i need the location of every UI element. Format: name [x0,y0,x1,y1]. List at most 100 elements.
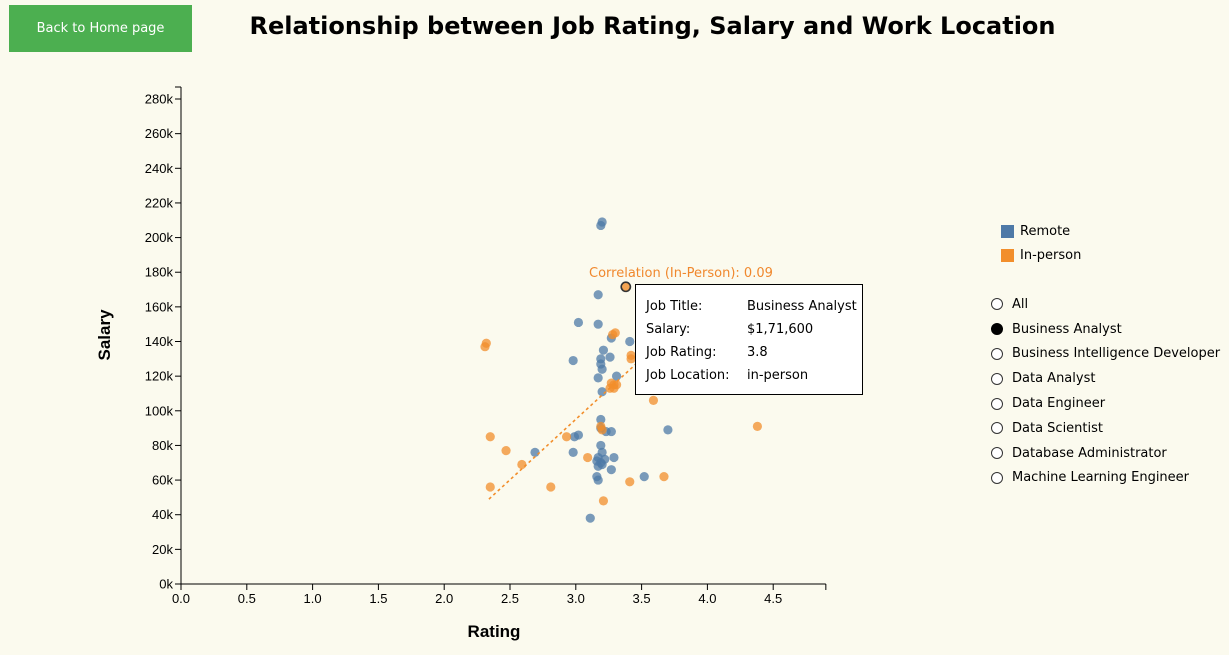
legend-item-in-person: In-person [1001,243,1081,267]
filter-option-all[interactable]: All [991,292,1220,317]
legend-label-in-person: In-person [1020,247,1082,263]
point-in-person [752,421,763,431]
x-tick-label: 2.5 [501,591,519,606]
legend-swatch-in-person [1001,248,1014,262]
radio-machine-learning-engineer[interactable] [991,471,1003,484]
y-tick-label: 0k [159,577,173,592]
point-in-person [608,329,618,340]
radio-data-analyst[interactable] [991,372,1003,385]
y-tick-label: 80k [152,438,173,453]
point-in-person [485,432,495,442]
radio-data-scientist[interactable] [991,422,1003,435]
filter-option-data-analyst[interactable]: Data Analyst [991,366,1220,391]
x-tick-label: 0.5 [238,591,256,606]
point-remote [605,352,615,362]
point-in-person [597,425,607,435]
tooltip-key: Job Title: [646,299,703,314]
point-remote [663,425,673,435]
y-tick-label: 200k [145,230,174,245]
point-in-person [659,472,669,482]
radio-business-intelligence-developer[interactable] [991,347,1003,360]
filter-option-business-analyst[interactable]: Business Analyst [991,317,1220,342]
y-tick-label: 260k [145,126,174,141]
point-remote [611,371,622,381]
y-tick-label: 180k [145,265,174,280]
x-tick-label: 4.5 [764,591,782,606]
tooltip-key: Job Rating: [646,345,717,360]
tooltip-key: Job Location: [646,368,730,383]
y-axis: 0k 20k 40k 60k 80k 100k 120k 140k 160k 180k 200k 22… [145,86,182,592]
radio-database-administrator[interactable] [991,447,1003,460]
y-tick-label: 100k [145,403,174,418]
point-remote [568,447,578,457]
y-tick-label: 60k [152,473,173,488]
x-tick-label: 3.0 [567,591,585,606]
point-in-person [480,342,490,352]
tooltip-value: $1,71,600 [747,322,814,337]
back-to-home-button[interactable]: Back to Home page [9,5,192,52]
tooltip-value: in-person [747,368,809,383]
point-remote [639,472,649,482]
filter-label: Data Analyst [1012,371,1096,387]
y-tick-label: 40k [152,507,173,522]
point-in-person [625,477,635,487]
filter-option-data-scientist[interactable]: Data Scientist [991,416,1220,441]
tooltip-key: Salary: [646,322,691,337]
y-tick-label: 280k [145,92,174,107]
legend-label-remote: Remote [1020,223,1071,239]
x-tick-label: 4.0 [698,591,716,606]
point-in-person [561,432,572,442]
point-in-person [517,459,527,470]
tooltip-value: 3.8 [747,345,768,360]
x-tick-label: 0.0 [172,591,190,606]
tooltip-row: Job Location: in-person [646,364,862,387]
x-tick-label: 2.0 [435,591,453,606]
filter-option-data-engineer[interactable]: Data Engineer [991,391,1220,416]
filter-label: All [1012,296,1029,312]
radio-data-engineer[interactable] [991,397,1003,410]
x-axis: 0.0 0.5 1.0 1.5 2.0 2.5 3.0 3.5 4.0 4.5 [172,583,827,606]
filter-label: Machine Learning Engineer [1012,470,1190,486]
y-tick-label: 20k [152,542,173,557]
point-remote [596,220,606,231]
point-remote [593,373,603,383]
point-remote [609,452,619,463]
point-remote [593,461,603,471]
tooltip-row: Salary: $1,71,600 [646,318,862,341]
filter-label: Business Analyst [1012,321,1122,337]
x-tick-label: 1.0 [304,591,322,606]
tooltip-row: Job Title: Business Analyst [646,295,862,318]
filter-option-database-administrator[interactable]: Database Administrator [991,441,1220,466]
point-tooltip: Job Title: Business Analyst Salary: $1,71,6… [635,284,863,395]
point-remote [585,513,595,523]
trendline-in-person [488,358,643,500]
filter-label: Database Administrator [1012,445,1167,461]
point-remote [593,319,603,329]
point-remote [568,355,578,366]
data-points [480,217,763,523]
filter-option-machine-learning-engineer[interactable]: Machine Learning Engineer [991,466,1220,491]
trendline-group [488,358,643,500]
point-in-person [598,496,609,506]
tooltip-row: Job Rating: 3.8 [646,341,862,364]
point-remote [598,345,609,355]
point-remote [596,440,606,451]
point-remote [606,426,616,437]
point-remote [573,317,584,328]
point-in-person [485,482,495,492]
y-tick-label: 160k [145,299,174,314]
radio-all[interactable] [991,298,1003,311]
point-remote [596,414,606,425]
radio-business-analyst[interactable] [991,323,1003,336]
x-tick-label: 3.5 [633,591,651,606]
x-axis-title: Rating [468,622,521,641]
filter-label: Data Scientist [1012,420,1103,436]
y-tick-label: 120k [145,369,174,384]
point-remote [569,432,580,442]
filter-option-business-intelligence-developer[interactable]: Business Intelligence Developer [991,342,1220,367]
x-tick-label: 1.5 [369,591,387,606]
point-in-person [583,452,593,463]
filter-label: Business Intelligence Developer [1012,346,1221,362]
legend-swatch-remote [1001,224,1014,238]
